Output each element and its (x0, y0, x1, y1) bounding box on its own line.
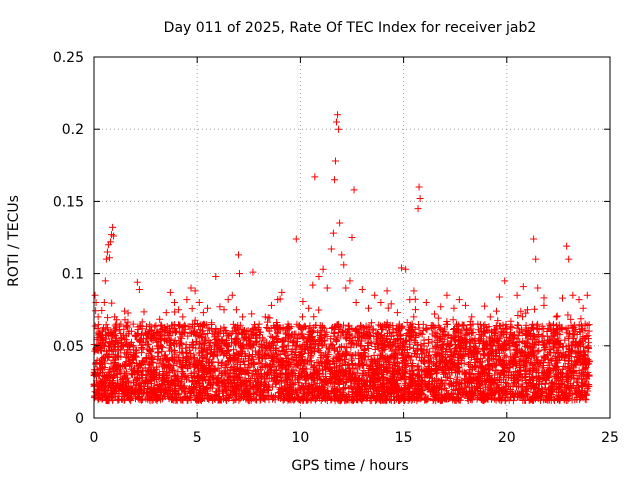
data-point (494, 317, 502, 325)
data-point (388, 342, 396, 350)
data-point (540, 353, 548, 361)
data-point (450, 325, 458, 332)
data-point (104, 314, 112, 322)
data-point (315, 347, 323, 355)
data-points (90, 111, 593, 405)
data-point (236, 395, 244, 403)
data-point (585, 327, 593, 335)
data-point (467, 335, 475, 343)
data-point (456, 343, 464, 351)
data-point (517, 307, 525, 315)
data-point (403, 319, 411, 327)
data-point (585, 321, 593, 329)
data-point (322, 343, 330, 351)
data-point (564, 311, 572, 319)
data-point (514, 321, 522, 329)
data-point (522, 309, 530, 317)
data-point (271, 347, 279, 355)
data-point (582, 371, 590, 379)
data-point (109, 348, 117, 356)
data-point (142, 355, 150, 363)
data-point (540, 294, 548, 302)
data-point (370, 351, 378, 359)
data-point (358, 382, 366, 390)
data-point (123, 350, 131, 358)
data-point (140, 308, 148, 316)
data-point (131, 346, 139, 354)
data-point (346, 365, 354, 373)
data-point (306, 358, 314, 366)
data-point (317, 382, 325, 390)
data-point (295, 367, 303, 375)
data-point (108, 299, 116, 307)
data-point (188, 324, 196, 332)
data-point (427, 358, 435, 366)
data-point (179, 369, 187, 377)
data-point (248, 351, 256, 359)
data-point (272, 345, 280, 353)
data-point (142, 322, 150, 330)
data-point (224, 342, 232, 350)
data-point (145, 360, 153, 368)
data-point (288, 350, 296, 358)
data-point (245, 351, 253, 359)
data-point (479, 322, 487, 330)
data-point (379, 347, 387, 355)
data-point (366, 397, 374, 405)
data-point (577, 315, 585, 323)
data-point (299, 333, 307, 341)
data-point (393, 393, 401, 401)
data-point (318, 366, 326, 374)
data-point (536, 374, 544, 382)
data-point (137, 322, 145, 330)
data-point (268, 333, 276, 341)
data-point (184, 365, 192, 373)
data-point (521, 374, 529, 382)
data-point (264, 318, 272, 326)
data-point (519, 313, 527, 321)
data-point (171, 308, 179, 316)
data-point (250, 366, 258, 374)
data-point (192, 337, 200, 345)
data-point (305, 325, 313, 333)
data-point (342, 360, 350, 368)
data-point (169, 362, 177, 370)
data-point (514, 312, 522, 320)
data-point (274, 350, 282, 358)
data-point (153, 355, 161, 363)
data-point (567, 315, 575, 323)
data-point (584, 332, 592, 340)
data-point (361, 325, 369, 333)
data-point (220, 323, 228, 331)
data-point (575, 347, 583, 355)
data-point (419, 320, 427, 328)
data-point (356, 342, 364, 350)
data-point (310, 313, 318, 321)
data-point (156, 315, 164, 323)
data-point (406, 333, 414, 341)
data-point (261, 394, 269, 402)
data-point (342, 348, 350, 356)
data-point (218, 358, 226, 366)
data-point (503, 380, 511, 388)
data-point (120, 361, 128, 369)
data-point (508, 323, 516, 331)
data-point (496, 349, 504, 357)
data-point (138, 318, 146, 326)
data-point (539, 364, 547, 372)
data-point (199, 348, 207, 356)
data-point (478, 358, 486, 366)
data-point (163, 391, 171, 399)
data-point (484, 362, 492, 370)
data-point (484, 372, 492, 380)
data-point (376, 363, 384, 371)
data-point (540, 359, 548, 367)
data-point (310, 327, 318, 335)
data-point (226, 353, 234, 361)
data-point (205, 337, 213, 345)
data-point (378, 326, 386, 334)
